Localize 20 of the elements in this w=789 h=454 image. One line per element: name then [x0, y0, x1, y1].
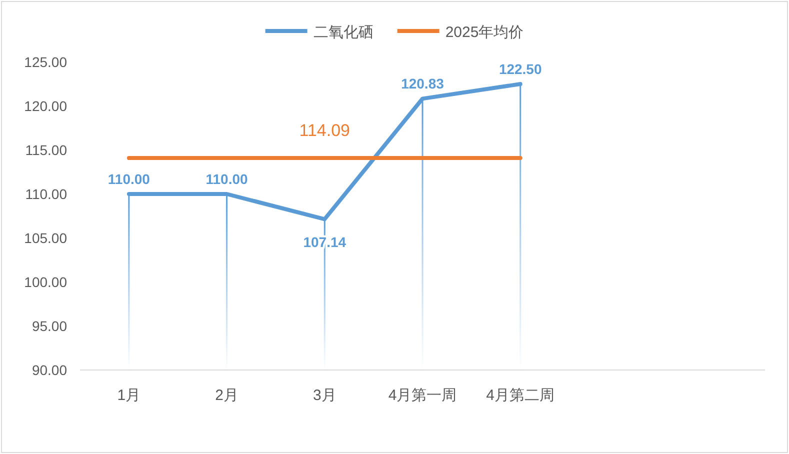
x-tick-label: 2月 [215, 387, 238, 404]
y-tick-label: 90.00 [32, 362, 68, 378]
x-tick-label: 1月 [117, 387, 141, 404]
x-tick-label: 4月第二周 [486, 387, 555, 404]
data-label: 110.00 [108, 171, 150, 187]
legend-label: 二氧化硒 [313, 24, 374, 41]
data-label: 122.50 [498, 61, 542, 77]
y-tick-label: 100.00 [24, 274, 68, 290]
y-tick-label: 125.00 [24, 54, 68, 70]
y-tick-label: 110.00 [25, 186, 68, 202]
data-label: 114.09 [299, 121, 350, 140]
data-label: 120.83 [401, 76, 444, 92]
data-label: 110.00 [206, 171, 248, 187]
y-tick-label: 115.00 [25, 142, 68, 158]
legend-label: 2025年均价 [445, 24, 524, 41]
y-tick-label: 105.00 [24, 230, 68, 246]
x-tick-label: 3月 [312, 387, 336, 404]
x-tick-label: 4月第一周 [388, 387, 457, 404]
y-tick-label: 120.00 [24, 98, 68, 114]
y-tick-label: 95.00 [32, 318, 68, 334]
